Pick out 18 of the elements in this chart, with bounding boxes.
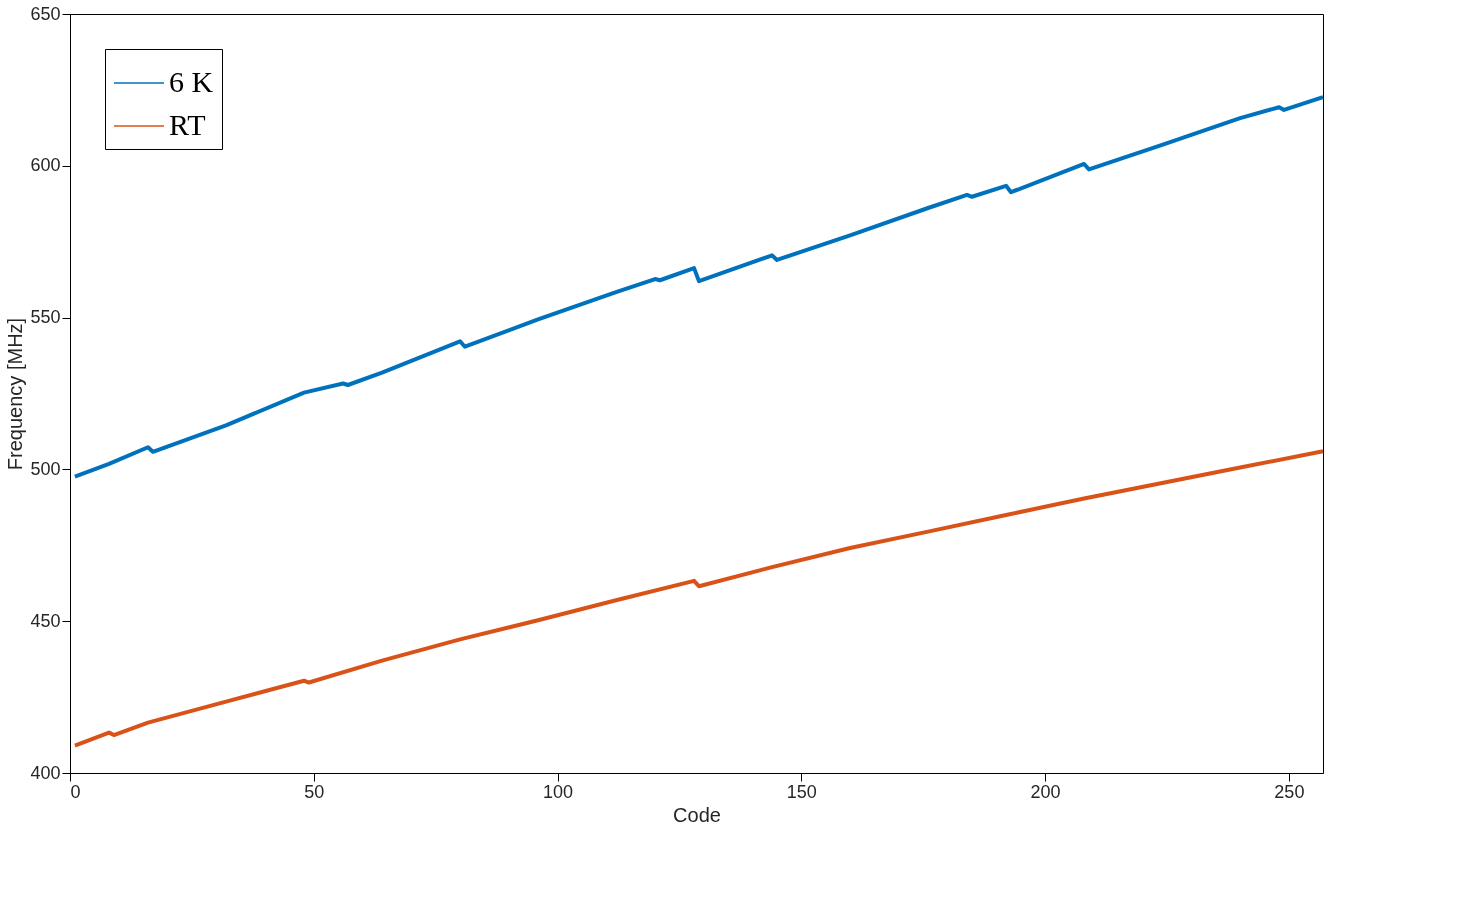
x-tick-label: 100	[543, 781, 574, 802]
line-series	[72, 95, 1325, 479]
x-axis-title: Code	[673, 803, 721, 826]
y-tick-label: 450	[30, 610, 61, 631]
x-tick-label: 0	[70, 781, 81, 802]
x-tick-label: 50	[304, 781, 325, 802]
legend-label: 6 K	[169, 65, 214, 98]
y-tick-label: 400	[30, 762, 61, 783]
line-series	[72, 449, 1325, 748]
x-tick-label: 200	[1030, 781, 1061, 802]
y-tick-label: 600	[30, 155, 61, 176]
x-tick-label: 250	[1274, 781, 1305, 802]
y-tick-label: 500	[30, 458, 61, 479]
y-tick-label: 650	[30, 3, 61, 24]
y-tick-label: 550	[30, 307, 61, 328]
y-axis-title: Frequency [MHz]	[4, 317, 27, 471]
legend-label: RT	[169, 108, 206, 141]
x-tick-label: 150	[786, 781, 817, 802]
